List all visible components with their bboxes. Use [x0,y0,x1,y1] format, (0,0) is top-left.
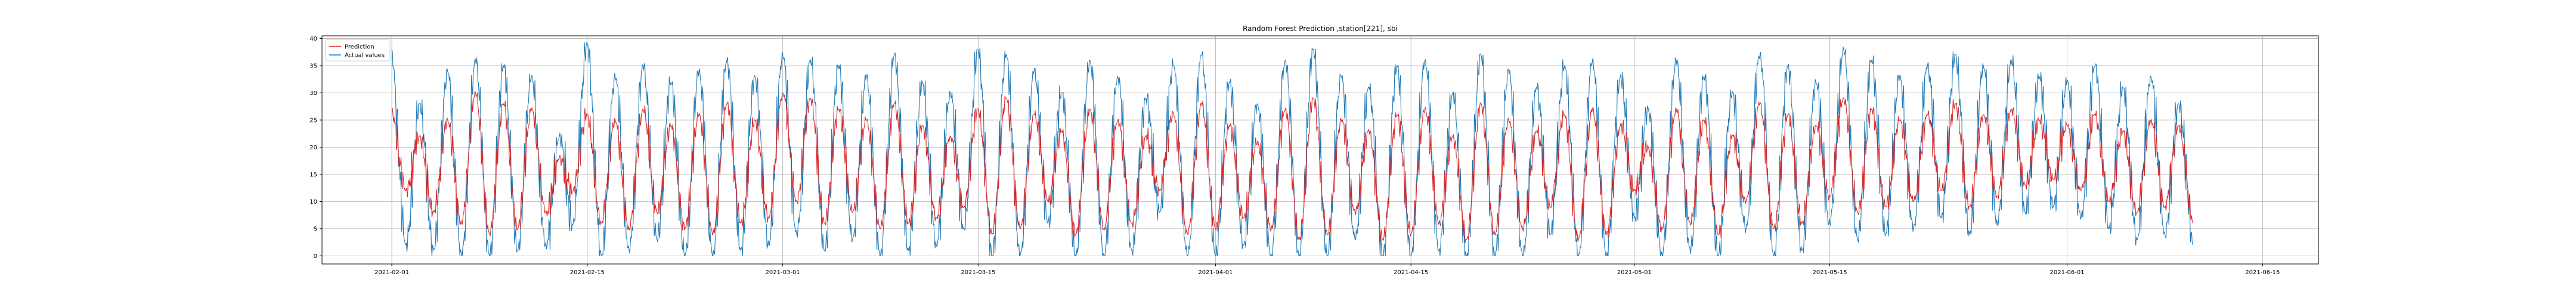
x-tick-label: 2021-02-01 [374,269,409,276]
grid [322,36,2318,264]
x-tick-label: 2021-03-01 [766,269,800,276]
plot-frame [321,35,2319,265]
x-tick-label: 2021-05-01 [1617,269,1652,276]
x-tick-label: 2021-06-01 [2050,269,2085,276]
x-tick-label: 2021-02-15 [570,269,605,276]
chart-title: Random Forest Prediction ,station[221], … [1243,24,1398,33]
legend: Prediction Actual values [325,39,391,62]
y-tick-label: 30 [309,90,317,97]
legend-box [325,39,391,62]
x-tick-label: 2021-06-15 [2245,269,2280,276]
series-line-prediction [391,91,2193,244]
legend-label: Prediction [345,44,374,51]
x-tick-label: 2021-03-15 [961,269,995,276]
y-tick-label: 10 [309,199,317,205]
series-line-actual-values [391,42,2193,256]
legend-label: Actual values [345,53,385,59]
axis-ticks: 0 5 10 15 20 25 30 35 40 2021-02-01 2021-02-15 2021… [309,36,2280,276]
x-tick-label: 2021-05-15 [1812,269,1847,276]
y-tick-label: 25 [309,117,317,124]
y-tick-label: 0 [314,253,317,260]
y-tick-label: 40 [309,36,317,42]
y-tick-label: 5 [314,226,317,232]
x-tick-label: 2021-04-15 [1394,269,1428,276]
x-tick-label: 2021-04-01 [1198,269,1233,276]
y-tick-label: 35 [309,63,317,70]
series-layer [391,42,2193,256]
y-tick-label: 15 [309,171,317,178]
y-tick-label: 20 [309,145,317,151]
